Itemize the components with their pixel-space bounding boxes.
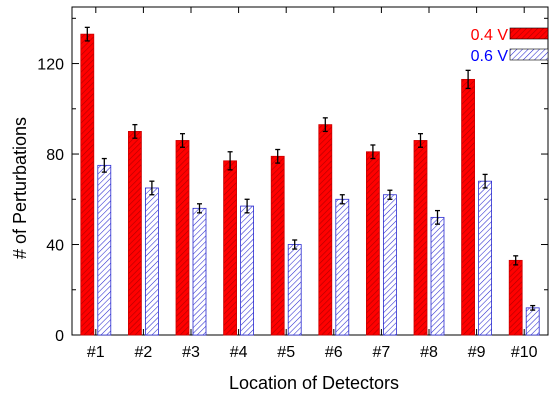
y-tick-label: 40 [46,238,64,255]
y-tick-label: 80 [46,147,64,164]
bar-series-1 [365,151,380,336]
bar-series-2 [430,216,445,336]
bar-series-2 [192,207,207,336]
x-tick-label: #10 [511,344,538,361]
y-tick-label: 0 [55,328,64,345]
legend: 0.4 V 0.6 V [471,27,549,65]
x-tick-label: #6 [325,344,343,361]
bar-series-1 [508,259,523,336]
bar-series-2 [97,164,112,336]
x-tick-label: #7 [373,344,391,361]
y-tick-label: 120 [37,57,64,74]
x-tick-label: #4 [230,344,248,361]
bar-series-1 [127,131,142,336]
bar-series-2 [240,205,255,336]
bar-series-2 [144,187,159,336]
bar-series-1 [223,160,238,336]
bar-series-2 [287,244,302,336]
bar-series-2 [478,180,493,336]
x-tick-label: #5 [277,344,295,361]
x-axis-title: Location of Detectors [229,373,399,393]
bar-series-1 [270,155,285,336]
legend-swatch-series-1 [509,27,549,40]
bar-series-2 [525,307,540,336]
x-tick-label: #3 [182,344,200,361]
x-tick-label: #8 [420,344,438,361]
x-tick-label: #2 [135,344,153,361]
bar-series-2 [382,194,397,336]
x-tick-label: #9 [468,344,486,361]
bar-series-1 [413,140,428,336]
bar-series-2 [335,198,350,336]
bar-series-1 [318,124,333,336]
x-tick-label: #1 [87,344,105,361]
legend-label-series-1: 0.4 V [471,27,509,44]
legend-label-series-2: 0.6 V [471,48,509,65]
bar-series-1 [80,33,95,336]
y-axis-title: # of Perturbations [10,117,30,259]
legend-swatch-series-2 [509,48,549,61]
plot-area-frame [71,6,549,336]
bar-series-1 [461,78,476,336]
bar-series-1 [175,140,190,336]
